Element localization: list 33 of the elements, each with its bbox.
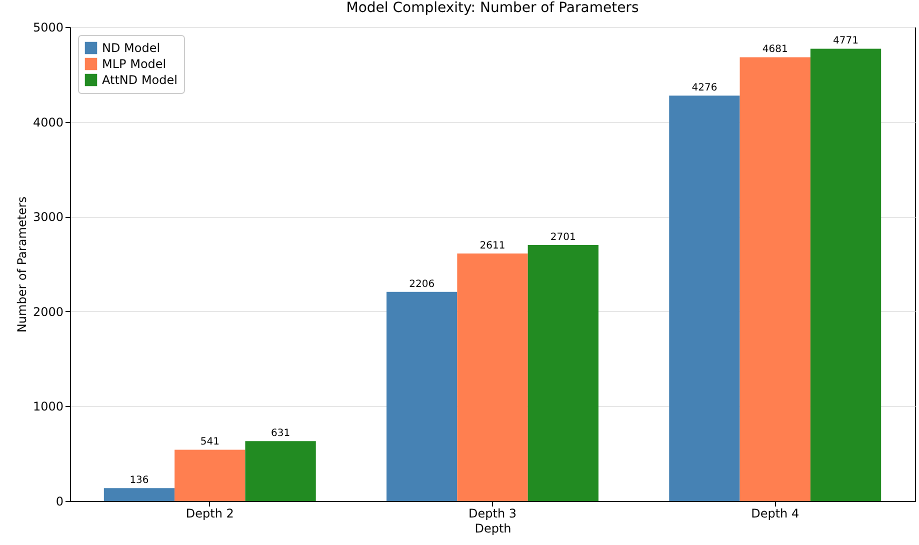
legend-label: MLP Model: [102, 57, 166, 71]
y-tick-label: 5000: [32, 20, 64, 34]
bar: [245, 441, 316, 501]
chart-title: Model Complexity: Number of Parameters: [346, 0, 639, 16]
bar: [174, 450, 246, 501]
y-tick-label: 1000: [32, 400, 64, 414]
data-label: 2611: [480, 240, 506, 252]
legend-label: ND Model: [102, 41, 160, 55]
bar: [457, 253, 528, 501]
x-tick-label: Depth 2: [186, 506, 234, 520]
y-tick-label: 2000: [32, 304, 64, 319]
x-axis-title: Depth: [474, 522, 512, 536]
y-tick-label: 3000: [32, 210, 64, 224]
data-label: 2701: [550, 232, 576, 243]
x-tick-label: Depth 4: [751, 506, 800, 520]
data-label: 631: [270, 428, 290, 440]
data-label: 136: [130, 475, 149, 486]
data-label: 4771: [833, 36, 858, 47]
data-label: 4276: [692, 82, 718, 94]
bar: [104, 488, 175, 501]
bar: [528, 244, 598, 501]
y-axis-title: Number of Parameters: [14, 196, 29, 333]
bar: [740, 57, 810, 501]
bar: [386, 292, 458, 501]
x-tick-label: Depth 3: [468, 506, 516, 520]
data-label: 541: [200, 436, 220, 448]
data-label: 2206: [409, 278, 435, 290]
data-label: 4681: [762, 44, 788, 56]
y-tick-label: 0: [56, 494, 64, 508]
bar: [810, 48, 882, 501]
legend-label: AttND Model: [102, 73, 178, 87]
y-tick-label: 4000: [32, 115, 64, 130]
bar: [669, 96, 740, 501]
